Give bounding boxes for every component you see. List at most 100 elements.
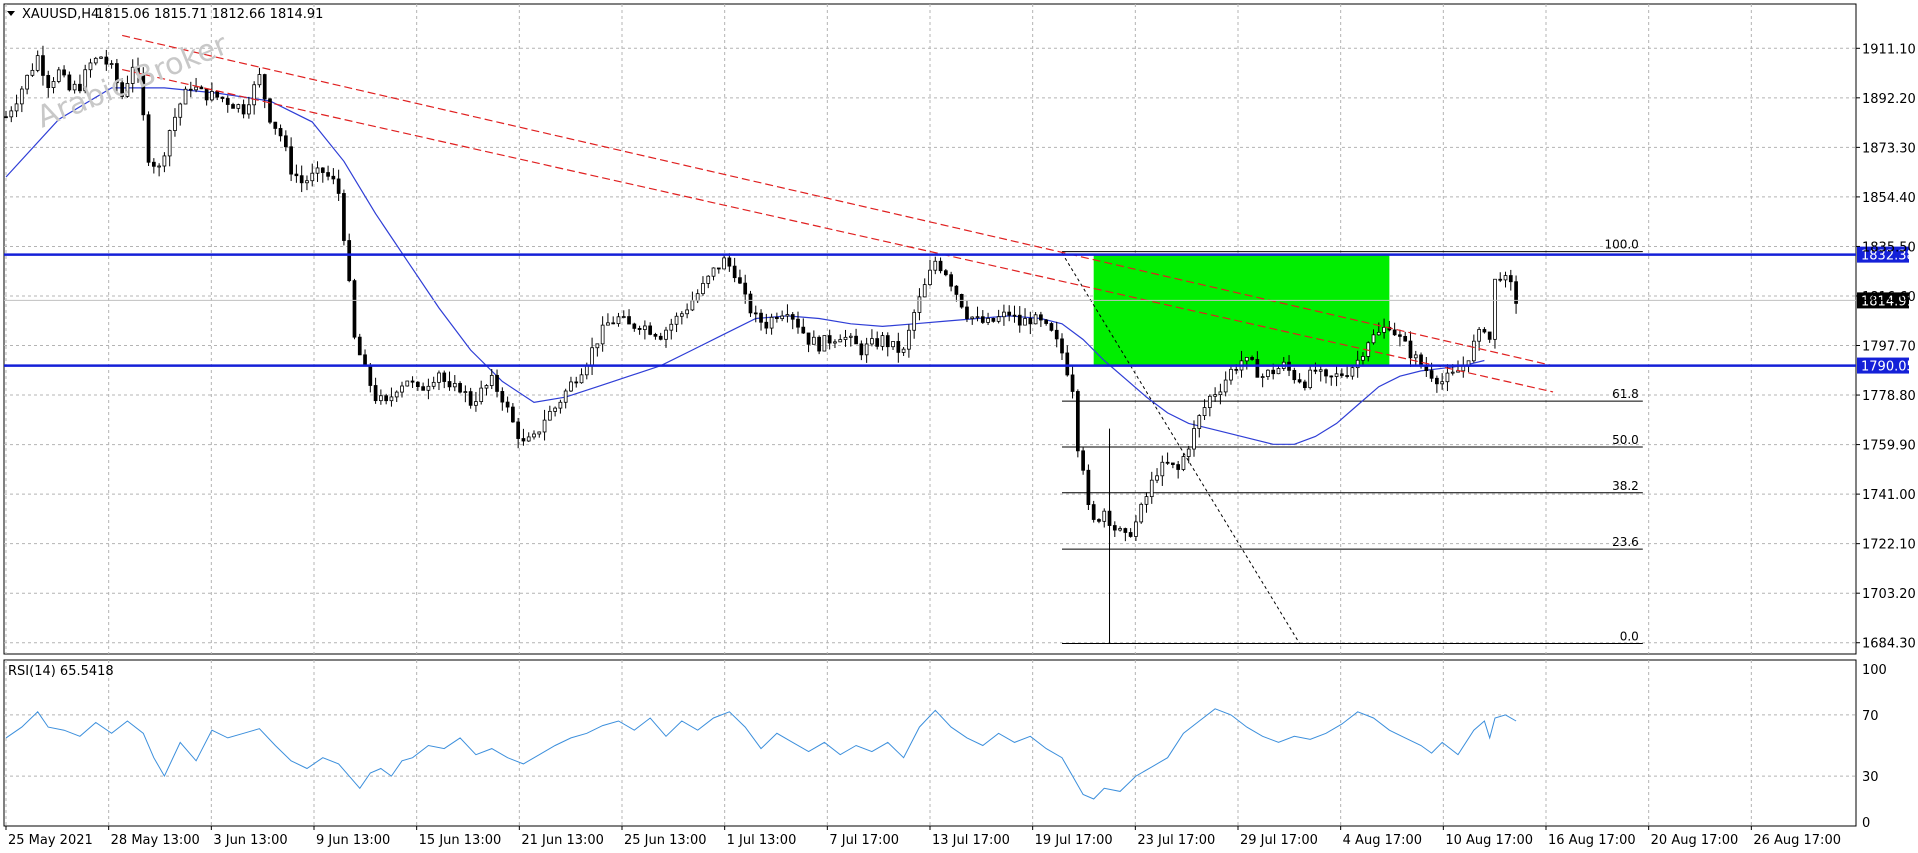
trendlines-layer <box>122 34 1554 393</box>
candle-body <box>495 374 499 392</box>
last-price-tag-text: 1814.91 <box>1861 294 1915 309</box>
green-zone-rect <box>1093 254 1390 366</box>
time-tick-label: 10 Aug 17:00 <box>1445 833 1533 848</box>
candle-body <box>817 336 821 352</box>
candle-body <box>1392 329 1397 336</box>
candle-body <box>178 103 183 118</box>
candle-body <box>511 406 515 423</box>
candle-body <box>521 438 526 442</box>
candle-body <box>579 374 584 384</box>
candle-body <box>695 293 700 302</box>
fib-level-label: 61.8 <box>1612 387 1639 401</box>
candle-body <box>627 316 631 325</box>
candle-body <box>796 318 800 328</box>
candle-body <box>706 275 711 284</box>
candle-body <box>442 372 447 382</box>
candle-body <box>1207 395 1212 408</box>
candle-body <box>848 335 853 338</box>
price-tick-label: 1741.00 <box>1862 488 1916 503</box>
candle-body <box>1477 329 1481 342</box>
candle-body <box>157 165 161 168</box>
candle-body <box>600 324 605 345</box>
candle-body <box>458 383 462 393</box>
candle-body <box>463 391 468 393</box>
candle-body <box>46 75 51 88</box>
candle-body <box>326 172 330 177</box>
candle-body <box>194 86 198 91</box>
fib-level-label: 100.0 <box>1604 238 1638 252</box>
candle-body <box>1049 323 1054 331</box>
fib-trend-dotted-line <box>1061 252 1301 644</box>
candle-body <box>891 341 895 348</box>
candle-body <box>294 173 299 177</box>
candle-body <box>775 316 779 320</box>
candle-body <box>526 436 531 442</box>
candle-body <box>199 86 204 90</box>
candle-body <box>1398 334 1402 337</box>
candle-body <box>421 386 425 391</box>
price-tick-label: 1835.50 <box>1862 240 1916 255</box>
candle-body <box>1403 335 1408 342</box>
candle-body <box>1128 532 1133 537</box>
candle-body <box>653 333 658 337</box>
candle-body <box>1297 379 1302 383</box>
support-price-tag <box>1857 357 1909 374</box>
candle-body <box>943 270 948 276</box>
candle-body <box>389 396 394 402</box>
candle-body <box>289 146 293 175</box>
candle-body <box>1292 369 1297 381</box>
candle-body <box>336 178 341 194</box>
candle-body <box>875 338 880 347</box>
candle-body <box>468 391 473 406</box>
fib-level-label: 23.6 <box>1612 535 1639 549</box>
candle-body <box>479 387 484 403</box>
candle-body <box>1044 319 1049 324</box>
candle-body <box>1017 314 1022 326</box>
candle-body <box>1445 372 1450 383</box>
fib-level-label: 50.0 <box>1612 433 1639 447</box>
candle-body <box>347 240 352 282</box>
price-tick-label: 1892.20 <box>1862 92 1916 107</box>
candle-body <box>315 167 320 174</box>
candle-body <box>1134 521 1138 537</box>
collapse-triangle-icon[interactable] <box>7 11 15 16</box>
candle-body <box>268 98 272 123</box>
candle-body <box>1075 391 1080 452</box>
candle-body <box>690 300 695 311</box>
candle-body <box>352 280 357 338</box>
time-tick-label: 15 Jun 13:00 <box>419 833 502 848</box>
candle-body <box>854 335 858 345</box>
candle-body <box>252 84 257 106</box>
candle-body <box>1324 369 1328 377</box>
candle-body <box>500 391 505 403</box>
candle-body <box>1060 338 1064 354</box>
candle-body <box>452 383 457 388</box>
rsi-tick-label: 30 <box>1862 770 1879 785</box>
candle-body <box>188 88 193 91</box>
candle-body <box>99 56 103 59</box>
candle-body <box>912 312 917 331</box>
candle-body <box>373 385 378 402</box>
fib-level-label: 38.2 <box>1612 479 1639 493</box>
candle-body <box>1054 329 1059 340</box>
candle-body <box>41 55 45 76</box>
candle-body <box>975 316 980 319</box>
candle-body <box>1081 450 1085 471</box>
candle-body <box>14 103 19 112</box>
candle-body <box>870 338 874 345</box>
candle-body <box>801 326 806 334</box>
candle-body <box>1171 462 1175 465</box>
candle-body <box>965 306 969 319</box>
candle-body <box>283 135 288 148</box>
candle-body <box>1091 504 1096 520</box>
rsi-line <box>5 708 1517 800</box>
candle-body <box>115 63 119 84</box>
trendline-red-dashed <box>122 34 1554 367</box>
candle-body <box>838 339 843 343</box>
candle-body <box>532 433 536 438</box>
candle-body <box>859 343 864 356</box>
candle-body <box>320 167 325 173</box>
price-tick-label: 1873.30 <box>1862 141 1916 156</box>
candle-body <box>30 69 35 76</box>
